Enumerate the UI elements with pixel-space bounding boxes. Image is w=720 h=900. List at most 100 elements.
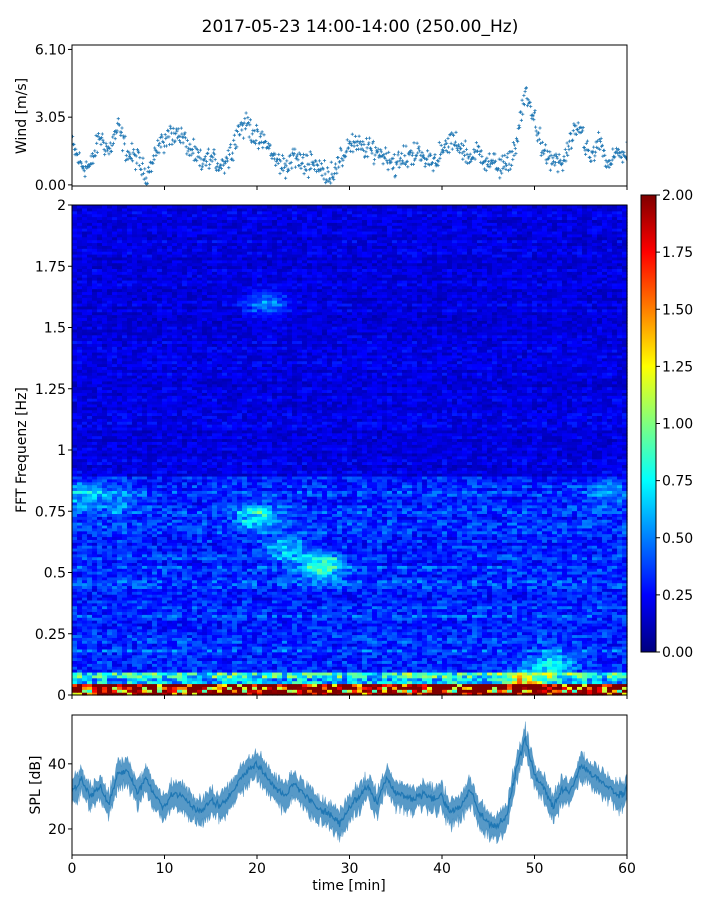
wind-point [175, 129, 179, 133]
wind-point [151, 154, 156, 158]
wind-point [147, 165, 151, 169]
wind-point [129, 157, 133, 161]
wind-point [142, 171, 146, 175]
wind-point [172, 131, 176, 135]
wind-point [95, 150, 99, 154]
wind-point [143, 167, 147, 171]
wind-point [174, 132, 178, 136]
wind-point [131, 151, 135, 155]
wind-point [159, 133, 164, 137]
wind-point [93, 154, 98, 158]
wind-point [135, 161, 139, 165]
wind-point [115, 129, 119, 133]
wind-point [96, 132, 101, 136]
wind-point [173, 139, 177, 143]
figure-title: 2017-05-23 14:00-14:00 (250.00_Hz) [202, 17, 519, 37]
wind-point [151, 161, 155, 165]
wind-point [119, 130, 123, 134]
wind-point [99, 142, 103, 147]
wind-point [134, 154, 138, 158]
wind-point [127, 150, 131, 154]
wind-point [163, 133, 167, 137]
wind-point [170, 142, 174, 146]
wind-point [128, 152, 132, 156]
wind-point [178, 134, 182, 138]
wind-point [84, 160, 88, 164]
wind-point [106, 147, 110, 151]
wind-point [164, 137, 168, 141]
wind-point [74, 147, 78, 151]
wind-point [105, 149, 109, 153]
wind-ytick-label: 6.10 [35, 42, 66, 58]
wind-point [160, 135, 164, 139]
wind-point [136, 149, 140, 153]
wind-point [150, 169, 154, 174]
wind-point [110, 143, 114, 147]
wind-point [90, 152, 94, 156]
wind-point [145, 181, 149, 185]
wind-point [109, 149, 114, 154]
wind-point [103, 153, 107, 157]
wind-point [152, 158, 156, 162]
wind-point [112, 133, 116, 137]
wind-point [117, 123, 122, 127]
wind-point [164, 144, 169, 148]
wind-point [168, 124, 172, 128]
wind-point [124, 153, 128, 157]
wind-point [121, 149, 125, 153]
wind-point [140, 161, 144, 165]
wind-point [87, 164, 91, 169]
wind-point [134, 168, 138, 172]
wind-point [76, 152, 80, 156]
wind-point [137, 151, 141, 155]
wind-point [162, 151, 166, 155]
wind-point [111, 135, 115, 139]
wind-point [166, 128, 170, 132]
wind-point [120, 126, 124, 130]
wind-point [138, 156, 142, 160]
wind-ylabel: Wind [m/s] [14, 78, 30, 154]
wind-point [104, 141, 108, 145]
wind-point [159, 145, 163, 149]
wind-point [137, 164, 141, 168]
wind-point [91, 161, 95, 165]
wind-point [176, 127, 180, 131]
wind-point [116, 117, 120, 121]
wind-point [119, 133, 123, 137]
wind-point [154, 153, 158, 157]
wind-point [144, 176, 148, 180]
wind-point [108, 146, 112, 150]
wind-point [156, 138, 160, 142]
wind-ytick-label: 0.00 [35, 178, 66, 194]
wind-point [167, 135, 171, 139]
wind-point [77, 151, 81, 155]
wind-point [122, 142, 127, 146]
wind-point [113, 137, 117, 141]
wind-ytick-label: 3.05 [35, 110, 66, 126]
wind-point [130, 141, 134, 145]
wind-point [153, 146, 157, 150]
wind-point [142, 177, 146, 181]
wind-point [132, 148, 136, 152]
wind-point [105, 144, 109, 148]
wind-point [130, 159, 135, 163]
wind-point [108, 141, 112, 145]
wind-point [101, 140, 106, 144]
wind-point [79, 161, 83, 165]
wind-point [157, 151, 161, 155]
wind-point [96, 134, 100, 138]
wind-point [72, 142, 76, 146]
wind-point [94, 133, 98, 138]
wind-point [126, 157, 130, 161]
wind-point [161, 140, 165, 145]
wind-point [114, 131, 118, 135]
wind-point [123, 134, 127, 138]
wind-point [171, 138, 175, 142]
wind-point [166, 129, 170, 133]
wind-point [95, 141, 99, 145]
wind-point [176, 136, 180, 140]
wind-point [93, 149, 97, 153]
wind-point [127, 154, 131, 158]
